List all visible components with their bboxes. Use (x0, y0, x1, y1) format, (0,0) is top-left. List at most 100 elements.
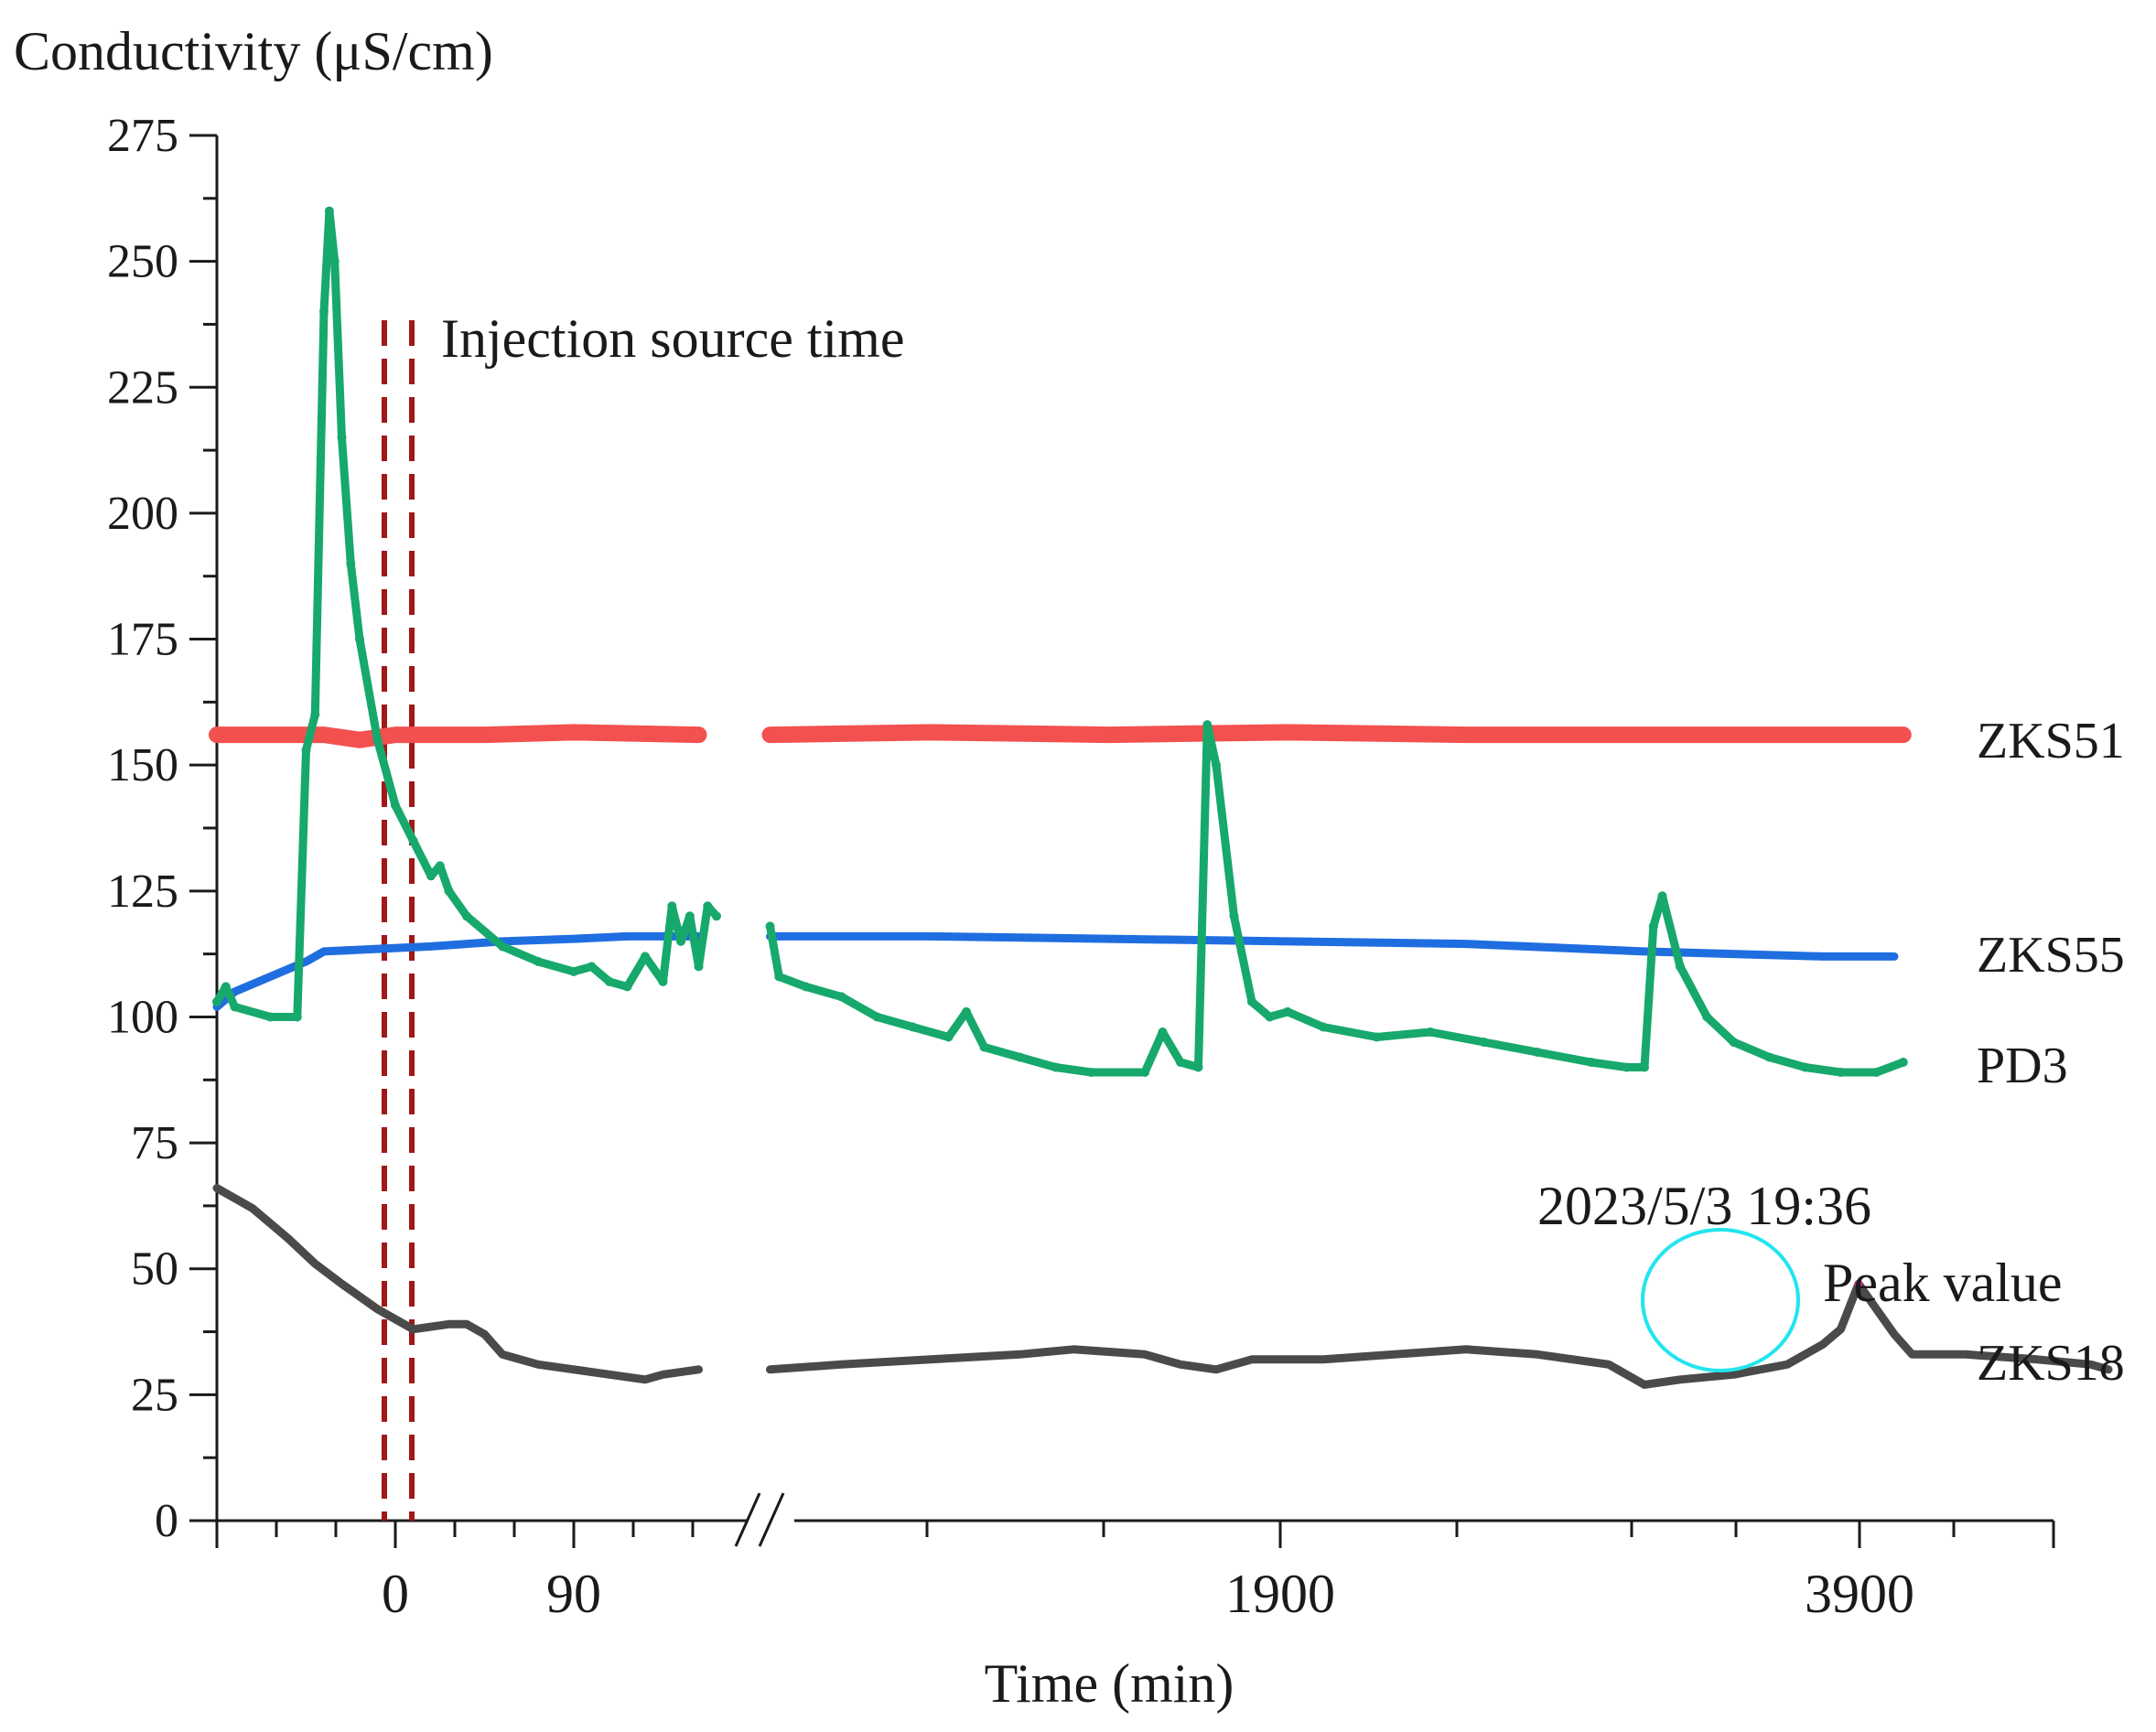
data-point (1676, 962, 1685, 972)
y-ticks: 0 25 50 75 100 125 150 175 200 225 250 275 (107, 110, 217, 1547)
data-point (774, 972, 784, 982)
data-point (694, 962, 704, 972)
y-tick-label: 25 (131, 1369, 178, 1421)
data-point (1800, 1062, 1810, 1072)
data-point (1247, 996, 1256, 1006)
data-point (265, 1012, 275, 1022)
data-point (372, 735, 383, 745)
data-point (622, 982, 632, 992)
injection-source-marker: Injection source time (382, 308, 904, 1521)
peak-value-label: Peak value (1823, 1253, 2063, 1313)
data-point (444, 886, 454, 896)
data-point (310, 710, 320, 720)
y-tick-label: 50 (131, 1243, 178, 1296)
series-line-segment (209, 724, 707, 748)
data-point (1015, 1052, 1025, 1062)
data-point (329, 256, 340, 266)
y-tick-label: 175 (107, 614, 178, 666)
data-point (212, 996, 221, 1006)
data-point (1764, 1052, 1774, 1062)
data-point (872, 1012, 882, 1022)
data-point (435, 861, 445, 871)
data-point (587, 962, 597, 972)
data-point (1229, 911, 1239, 921)
data-point (1702, 1012, 1712, 1022)
data-point (979, 1042, 989, 1052)
series-zks51 (209, 724, 1912, 748)
data-point (667, 901, 677, 911)
series-line-segment (212, 207, 721, 1021)
data-point (712, 911, 721, 921)
series-line-segment (766, 720, 1908, 1077)
y-tick-label: 75 (131, 1117, 178, 1169)
data-point (337, 433, 347, 443)
series-label-zks55: ZKS55 (1977, 927, 2125, 984)
data-point (943, 1032, 954, 1042)
data-point (703, 901, 713, 911)
x-tick-label-90: 90 (546, 1564, 601, 1624)
x-axis-title: Time (min) (985, 1653, 1234, 1714)
data-point (1193, 1062, 1203, 1072)
data-point (1533, 1048, 1542, 1057)
y-axis-title: Conductivity (μS/cm) (14, 21, 493, 81)
series-layer (209, 206, 2113, 1389)
data-point (962, 1006, 971, 1017)
x-tick-label-1900: 1900 (1225, 1564, 1335, 1624)
data-point (1898, 1058, 1908, 1067)
data-point (534, 956, 543, 966)
data-point (498, 941, 507, 952)
data-point (230, 1002, 240, 1012)
data-point (1319, 1022, 1328, 1032)
injection-label: Injection source time (441, 308, 904, 369)
data-point (1051, 1062, 1061, 1072)
data-point (1648, 921, 1658, 931)
data-point (685, 911, 695, 921)
data-point (1871, 1068, 1881, 1077)
data-point (292, 1012, 302, 1022)
peak-date-label: 2023/5/3 19:36 (1537, 1176, 1871, 1236)
data-point (1622, 1062, 1632, 1072)
data-point (908, 1022, 918, 1032)
series-labels: ZKS51 ZKS55 PD3 ZKS18 (1977, 713, 2125, 1392)
y-tick-label: 125 (107, 866, 178, 918)
series-pd3 (212, 206, 1908, 1077)
data-point (319, 307, 329, 317)
data-point (1479, 1038, 1489, 1047)
data-point (1640, 1062, 1649, 1072)
data-point (1729, 1038, 1739, 1047)
data-point (676, 936, 685, 946)
data-point (324, 206, 334, 216)
data-point (1836, 1068, 1846, 1077)
y-tick-label: 225 (107, 361, 178, 414)
y-tick-label: 0 (155, 1495, 178, 1547)
series-zks18 (212, 1184, 2113, 1389)
data-point (462, 911, 471, 921)
data-point (1086, 1068, 1096, 1077)
y-tick-label: 200 (107, 488, 178, 540)
x-tick-label-3900: 3900 (1805, 1564, 1914, 1624)
series-label-zks18: ZKS18 (1977, 1335, 2125, 1392)
data-point (426, 871, 436, 881)
data-point (1140, 1068, 1149, 1077)
peak-highlight-ellipse (1641, 1228, 1800, 1372)
data-point (408, 835, 418, 845)
axis-break-mark-2 (758, 1492, 785, 1547)
data-point (801, 982, 811, 992)
data-point (1202, 720, 1213, 730)
data-point (346, 559, 356, 568)
peak-annotation: 2023/5/3 19:36 Peak value (1537, 1176, 2063, 1372)
data-point (836, 992, 846, 1002)
series-label-zks51: ZKS51 (1977, 713, 2125, 769)
y-tick-label: 275 (107, 110, 178, 162)
peak-point (1855, 1280, 1862, 1288)
series-line-segment (766, 1279, 2113, 1389)
series-zks55 (212, 931, 1899, 1011)
y-tick-label: 100 (107, 991, 178, 1043)
x-ticks: 0 90 1900 3900 (215, 1521, 2055, 1624)
series-line-segment (761, 724, 1912, 744)
data-point (641, 952, 650, 962)
data-point (301, 745, 311, 755)
y-tick-label: 250 (107, 236, 178, 288)
data-point (1283, 1006, 1292, 1017)
data-point (1657, 891, 1667, 901)
